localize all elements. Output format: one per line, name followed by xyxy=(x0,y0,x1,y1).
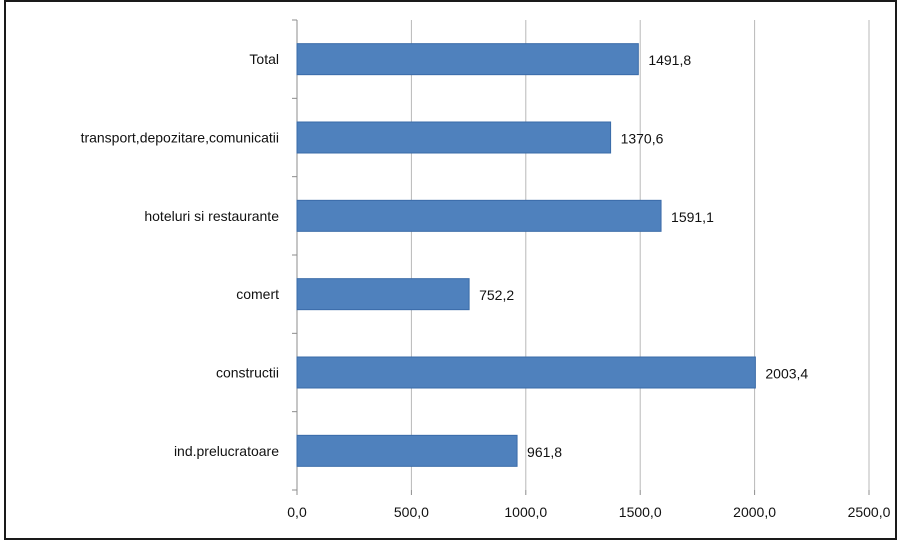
label-layer: Total 1491,8 transport,depozitare,comunica… xyxy=(81,51,809,460)
data-label: 961,8 xyxy=(527,444,562,460)
bar xyxy=(296,199,662,232)
data-label: 1491,8 xyxy=(648,52,691,68)
category-label: constructii xyxy=(216,365,279,381)
bar xyxy=(296,356,756,389)
category-label: Total xyxy=(249,51,279,67)
bar xyxy=(296,278,470,311)
x-tick-label: 1500,0 xyxy=(619,504,662,520)
data-label: 1591,1 xyxy=(671,209,714,225)
bar xyxy=(296,121,612,154)
data-label: 752,2 xyxy=(479,287,514,303)
axis-layer: 0,0 500,0 1000,0 1500,0 2000,0 2500,0 xyxy=(287,19,891,520)
bar xyxy=(296,43,639,76)
data-label: 2003,4 xyxy=(765,366,808,382)
x-tick-label: 2000,0 xyxy=(733,504,776,520)
bar-chart: 0,0 500,0 1000,0 1500,0 2000,0 2500,0 Total 14… xyxy=(81,19,891,520)
category-label: ind.prelucratoare xyxy=(174,443,279,459)
x-tick-label: 0,0 xyxy=(287,504,307,520)
category-label: hoteluri si restaurante xyxy=(144,208,279,224)
x-tick-label: 2500,0 xyxy=(848,504,891,520)
data-label: 1370,6 xyxy=(621,131,664,147)
category-label: transport,depozitare,comunicatii xyxy=(81,130,279,146)
category-label: comert xyxy=(236,286,279,302)
x-tick-label: 500,0 xyxy=(394,504,429,520)
grid-layer xyxy=(410,20,870,490)
x-tick-label: 1000,0 xyxy=(504,504,547,520)
bar xyxy=(296,434,518,467)
bar-layer xyxy=(296,43,756,467)
